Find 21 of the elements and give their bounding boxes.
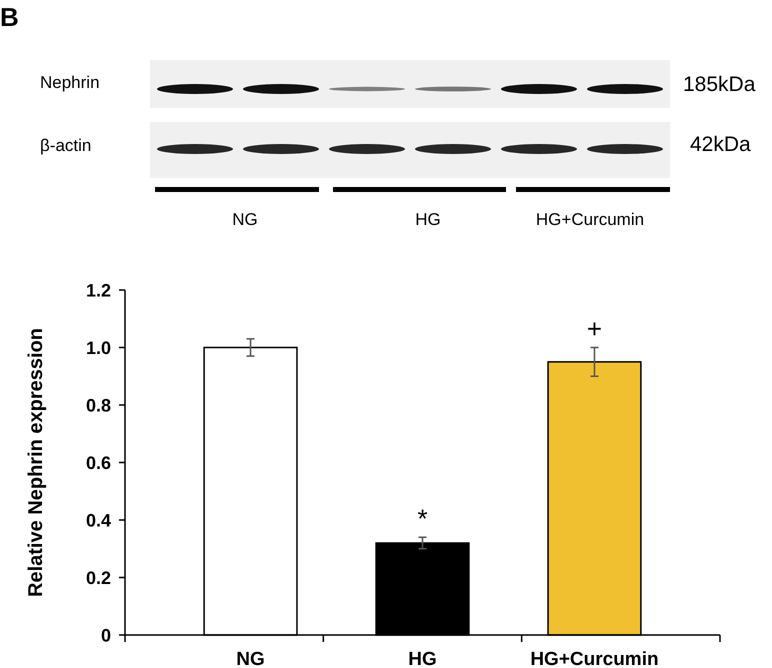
y-tick-label: 1.0 — [86, 338, 111, 358]
text: 42kDa — [690, 133, 752, 156]
text: 185kDa — [683, 73, 756, 96]
y-tick-label: 0.4 — [86, 510, 111, 530]
annotation: + — [586, 314, 602, 344]
x-tick-label: HG+Curcumin — [530, 649, 659, 668]
text: NG — [232, 210, 258, 229]
x-tick-label: NG — [236, 649, 265, 668]
text: HG — [415, 210, 441, 229]
y-tick-label: 0.2 — [86, 568, 111, 588]
y-axis-title: Relative Nephrin expression — [25, 328, 47, 597]
text: HG+Curcumin — [536, 210, 644, 229]
y-tick-label: 0 — [100, 625, 111, 646]
y-tick-label: 0.8 — [86, 395, 111, 416]
chart-title: B — [0, 2, 19, 32]
y-tick-label: 1.2 — [86, 280, 111, 300]
x-tick-label: HG — [408, 649, 437, 668]
y-tick-label: 0.6 — [86, 452, 111, 473]
annotation: * — [417, 503, 428, 534]
text: β-actin — [40, 136, 92, 155]
text: Nephrin — [40, 73, 100, 92]
